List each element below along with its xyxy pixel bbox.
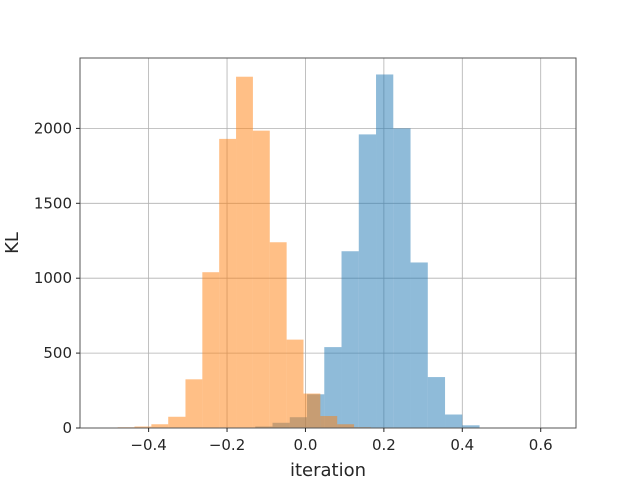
y-tick-label: 1500 (34, 194, 72, 212)
x-tick-label: 0.6 (529, 436, 553, 454)
histogram-bar-series-2 (134, 426, 152, 428)
x-tick-label: −0.4 (130, 436, 166, 454)
y-tick-label: 2000 (34, 119, 72, 137)
x-axis-ticks: −0.4 −0.2 0.0 0.2 0.4 0.6 (130, 428, 553, 454)
histogram-bar-series-2 (168, 416, 186, 428)
x-tick-label: −0.2 (209, 436, 245, 454)
x-axis-label: iteration (290, 460, 366, 480)
y-axis-ticks: 0 500 1000 1500 2000 (34, 119, 80, 437)
histogram-bar-series-1 (341, 251, 359, 428)
plot-frame (79, 57, 577, 429)
histogram-bar-series-1 (358, 134, 377, 428)
x-tick-label: 0.2 (372, 436, 396, 454)
histogram-bar-series-2 (185, 379, 203, 428)
histogram-bar-series-2 (286, 339, 304, 428)
histogram-bar-series-1 (427, 377, 446, 428)
histogram-bar-series-1 (393, 128, 411, 429)
histogram-bar-series-2 (252, 130, 270, 428)
histogram-bar-series-2 (269, 242, 287, 428)
histogram-bar-series-2 (236, 76, 253, 428)
x-tick-label: 0.0 (294, 436, 318, 454)
y-tick-label: 0 (62, 419, 72, 437)
histogram-bar-series-2 (202, 272, 220, 428)
y-tick-label: 500 (43, 344, 72, 362)
histogram-bar-series-2 (219, 138, 237, 428)
histogram-bar-series-1 (324, 347, 342, 428)
histogram-bar-series-2 (151, 424, 169, 428)
histogram-bar-series-1 (445, 414, 463, 428)
histogram-bars (100, 74, 497, 429)
histogram-bar-series-2 (337, 424, 355, 428)
y-axis-label: KL (2, 232, 23, 254)
histogram-bar-series-2 (303, 393, 321, 428)
y-tick-label: 1000 (34, 269, 72, 287)
histogram-bar-series-1 (376, 74, 394, 429)
histogram-bar-series-1 (462, 425, 480, 428)
histogram-bar-series-1 (410, 262, 428, 428)
histogram-bar-series-2 (320, 416, 338, 428)
x-tick-label: 0.4 (450, 436, 474, 454)
